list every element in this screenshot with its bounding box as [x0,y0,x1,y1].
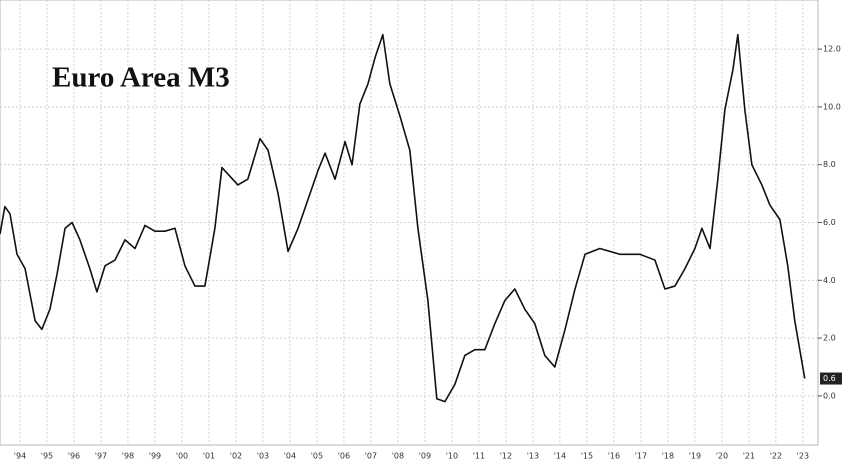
x-tick-label: '23 [797,452,809,461]
x-tick-label: '10 [446,452,458,461]
y-tick-label: 10.0 [823,102,841,111]
x-tick-label: '96 [68,452,80,461]
y-tick-label: 6.0 [823,218,836,227]
x-tick-label: '94 [14,452,26,461]
chart-title: Euro Area M3 [52,62,230,94]
x-tick-label: '07 [365,452,377,461]
y-tick-label: 4.0 [823,276,836,285]
x-tick-label: '14 [554,452,566,461]
x-tick-label: '00 [176,452,188,461]
x-tick-label: '16 [608,452,620,461]
y-tick-label: 2.0 [823,334,836,343]
x-tick-label: '08 [392,452,404,461]
x-tick-label: '01 [203,452,215,461]
y-tick-label: 8.0 [823,160,836,169]
last-value-label: 0.6 [823,374,836,383]
x-tick-label: '13 [527,452,539,461]
x-tick-label: '03 [257,452,269,461]
x-tick-label: '19 [689,452,701,461]
x-tick-label: '05 [311,452,323,461]
y-tick-label: 0.0 [823,391,836,400]
x-tick-label: '22 [770,452,782,461]
x-tick-label: '97 [95,452,107,461]
x-tick-label: '06 [338,452,350,461]
x-tick-label: '11 [473,452,485,461]
x-tick-label: '20 [716,452,728,461]
x-tick-label: '12 [500,452,512,461]
x-tick-label: '04 [284,452,296,461]
x-tick-label: '09 [419,452,431,461]
last-value-box [820,372,842,385]
x-tick-label: '95 [41,452,53,461]
x-tick-label: '02 [230,452,242,461]
y-tick-label: 12.0 [823,45,841,54]
x-tick-label: '21 [743,452,755,461]
line-series [0,33,806,403]
x-tick-label: '18 [662,452,674,461]
x-tick-label: '17 [635,452,647,461]
x-tick-label: '15 [581,452,593,461]
x-tick-label: '99 [149,452,161,461]
x-tick-label: '98 [122,452,134,461]
